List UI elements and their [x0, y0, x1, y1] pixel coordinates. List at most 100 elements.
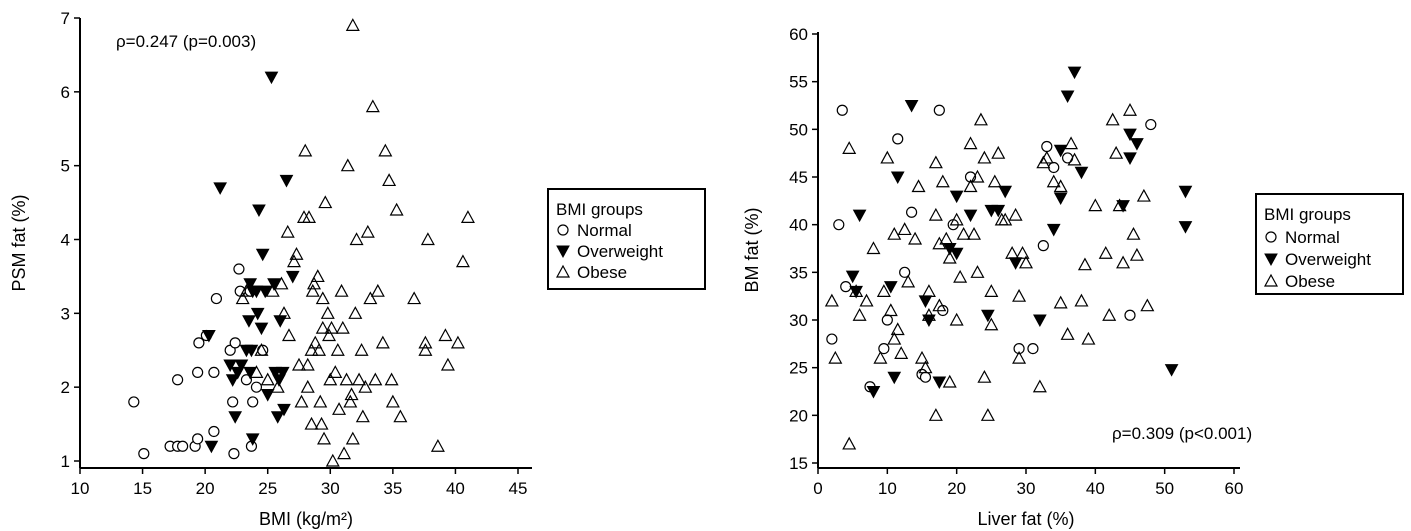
point-obese [942, 250, 957, 264]
point-obese [393, 409, 408, 423]
point-overweight [260, 389, 275, 402]
point-overweight [887, 371, 902, 385]
point-overweight [243, 278, 258, 291]
point-obese [897, 222, 912, 236]
y-tick-label: 25 [789, 359, 808, 378]
point-obese [289, 247, 304, 260]
point-overweight [1053, 144, 1068, 158]
point-obese [949, 312, 964, 326]
point-obese [901, 274, 916, 288]
point-overweight [273, 315, 288, 328]
point-obese [337, 446, 352, 460]
point-obese [876, 284, 891, 297]
point-obese [928, 155, 943, 169]
y-tick-label: 1 [61, 452, 70, 471]
point-overweight [1130, 138, 1144, 151]
point-normal [1041, 140, 1053, 153]
point-overweight [1123, 128, 1137, 142]
point-obese [1074, 293, 1089, 307]
chart-bm-fat-vs-liver-fat: 0 10 20 30 40 50 60 15 20 25 30 35 40 45 50 55 60 Liver… [742, 25, 1404, 529]
point-obese [384, 372, 399, 386]
point-overweight [1178, 185, 1193, 199]
point-obese [365, 99, 380, 113]
point-obese [980, 408, 995, 421]
point-obese [932, 236, 947, 250]
point-obese [842, 141, 857, 154]
point-normal [210, 292, 223, 305]
point-obese [340, 158, 355, 172]
point-obese [334, 283, 349, 297]
point-normal [892, 133, 904, 145]
point-obese [908, 231, 923, 245]
point-obese [382, 173, 397, 187]
point-obese [880, 150, 895, 164]
point-obese [1015, 246, 1030, 259]
point-obese [304, 342, 319, 356]
y-tick-label: 20 [789, 406, 808, 425]
point-obese [828, 350, 843, 364]
x-axis-label: BMI (kg/m²) [259, 509, 353, 529]
point-overweight [949, 247, 964, 261]
point-obese [300, 379, 315, 393]
point-obese [302, 210, 317, 223]
point-normal [1037, 240, 1049, 252]
point-obese [1012, 350, 1027, 364]
point-normal [905, 206, 918, 218]
point-obese [298, 143, 313, 157]
point-normal [1027, 343, 1039, 355]
y-tick-label: 7 [61, 9, 70, 28]
point-overweight [204, 440, 219, 454]
point-obese [1098, 246, 1113, 259]
point-obese [348, 306, 363, 319]
point-obese [363, 291, 378, 305]
y-tick-label: 30 [789, 311, 808, 330]
legend-label-overweight: Overweight [577, 242, 663, 261]
point-obese [1136, 188, 1151, 202]
point-obese [918, 360, 933, 374]
point-obese [1109, 145, 1124, 159]
point-overweight [223, 359, 238, 373]
point-obese [914, 350, 930, 364]
point-obese [280, 224, 295, 238]
point-overweight [981, 309, 995, 323]
x-ticks: 0 10 20 30 40 50 60 [813, 468, 1243, 498]
point-normal [208, 366, 220, 378]
legend-label-normal: Normal [1285, 228, 1340, 247]
point-normal [833, 219, 845, 231]
point-normal [208, 425, 220, 438]
point-obese [949, 212, 964, 226]
point-overweight [904, 100, 919, 113]
point-overweight [1033, 314, 1047, 328]
point-obese [1005, 246, 1020, 259]
x-tick-label: 20 [947, 479, 966, 498]
point-obese [317, 431, 332, 445]
point-obese [315, 291, 330, 305]
point-obese [235, 291, 250, 305]
point-obese [824, 293, 839, 307]
point-obese [942, 374, 957, 388]
legend-title: BMI groups [1264, 205, 1351, 224]
y-tick-label: 4 [61, 231, 70, 250]
point-obese [1053, 295, 1068, 309]
point-obese [375, 335, 390, 349]
point-normal [172, 374, 184, 386]
point-obese [1018, 255, 1034, 269]
point-normal [826, 333, 838, 345]
point-obese [313, 394, 328, 408]
point-overweight [244, 344, 259, 358]
point-obese [308, 335, 323, 349]
x-tick-label: 40 [1086, 479, 1105, 498]
scatter-points [824, 66, 1193, 450]
x-tick-label: 10 [71, 479, 90, 498]
point-obese [928, 207, 943, 221]
point-obese [276, 306, 291, 319]
y-tick-label: 40 [789, 216, 808, 235]
point-obese [260, 372, 275, 386]
point-obese [300, 357, 315, 371]
point-normal [1061, 152, 1074, 164]
point-obese [1032, 379, 1047, 393]
x-tick-label: 40 [446, 479, 465, 498]
scatter-points [128, 18, 475, 467]
point-obese [977, 369, 992, 383]
x-tick-label: 20 [196, 479, 215, 498]
